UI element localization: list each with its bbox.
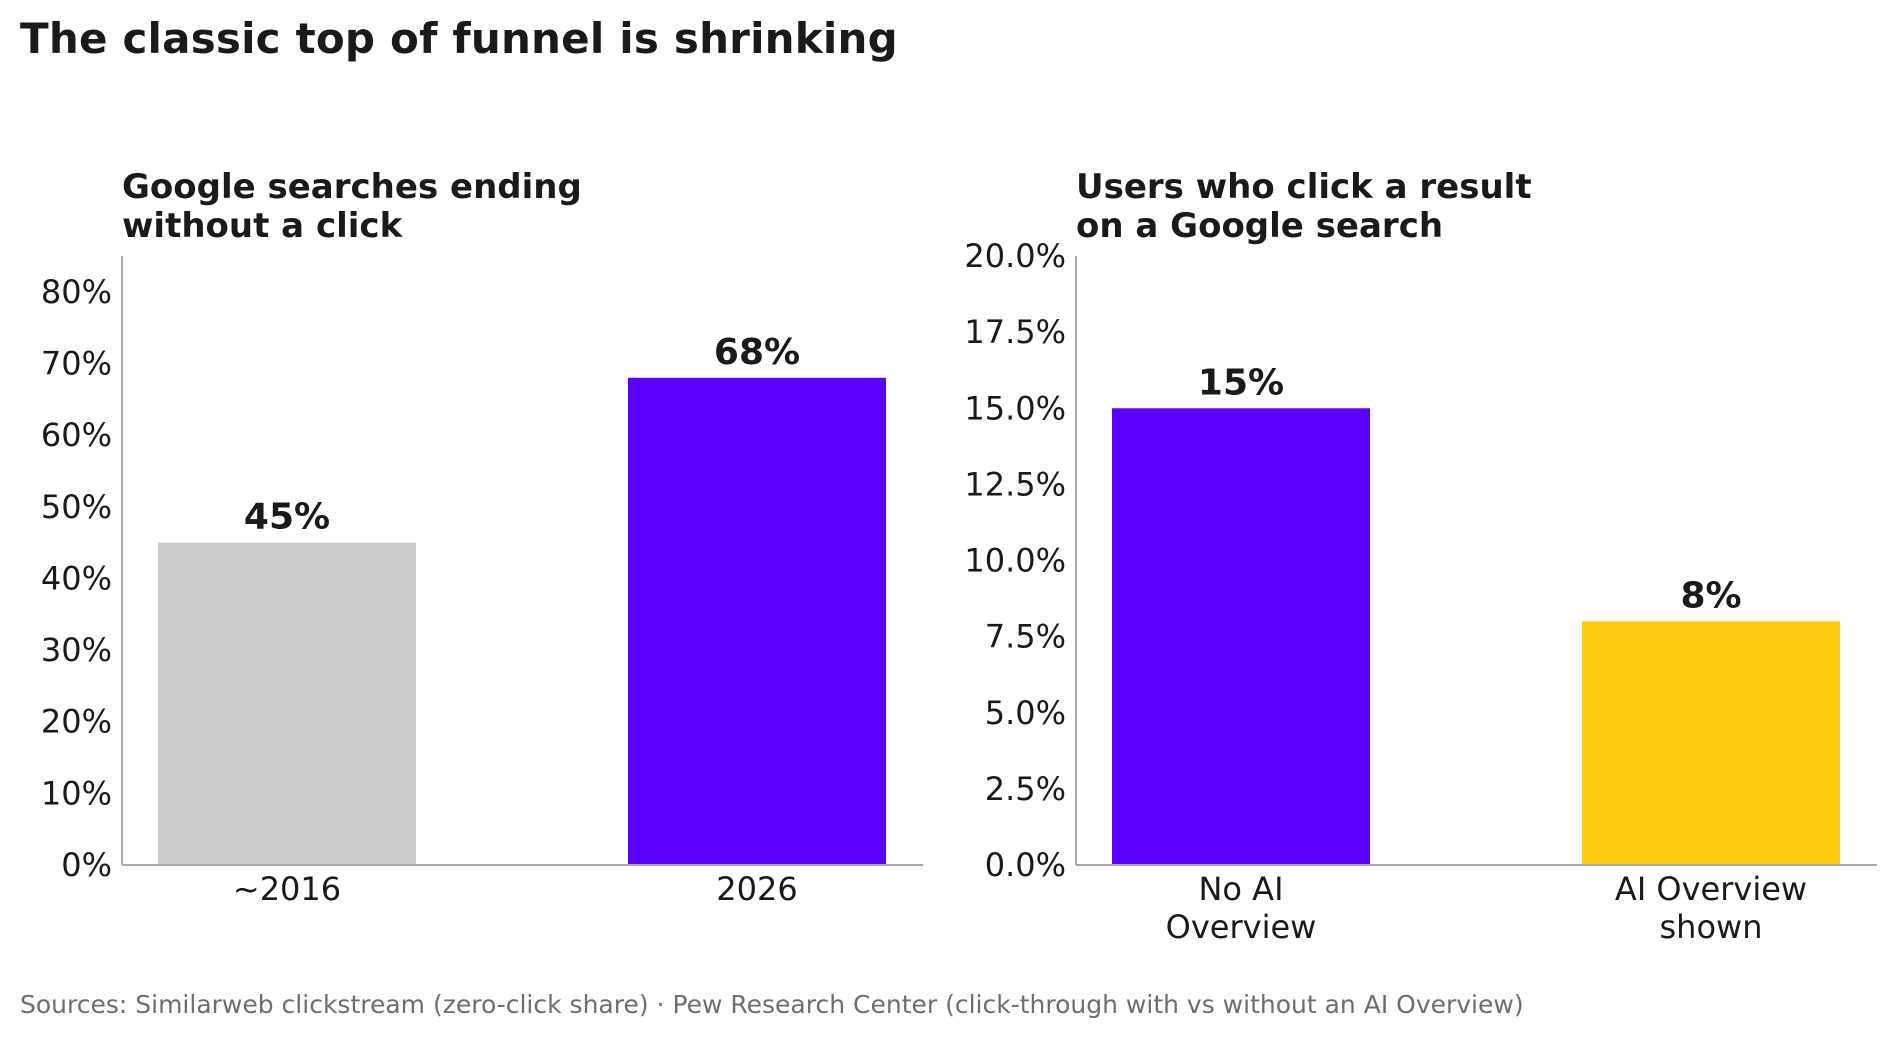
y-tick-label: 60%	[41, 416, 112, 454]
data-label: 8%	[1680, 575, 1741, 616]
chart-title-line: on a Google search	[1076, 206, 1443, 246]
y-tick-label: 17.5%	[964, 313, 1066, 351]
data-label: 68%	[714, 332, 800, 373]
y-tick-label: 2.5%	[985, 770, 1066, 808]
x-tick-label: No AI	[1198, 870, 1283, 908]
y-tick-label: 5.0%	[985, 694, 1066, 732]
data-label: 15%	[1198, 362, 1284, 403]
page-title: The classic top of funnel is shrinking	[20, 14, 898, 63]
y-tick-label: 10%	[41, 774, 112, 812]
x-tick-label: ~2016	[233, 870, 341, 908]
chart-title-line: Google searches ending	[122, 167, 582, 207]
bar	[1582, 621, 1840, 865]
y-tick-label: 20%	[41, 703, 112, 741]
y-tick-label: 80%	[41, 273, 112, 311]
x-tick-label: AI Overview	[1615, 870, 1807, 908]
data-label: 45%	[244, 497, 330, 538]
x-tick-label: 2026	[716, 870, 797, 908]
y-tick-label: 20.0%	[964, 237, 1066, 275]
y-tick-label: 50%	[41, 488, 112, 526]
bar	[1112, 408, 1370, 865]
x-tick-label: Overview	[1166, 908, 1317, 946]
y-tick-label: 70%	[41, 344, 112, 382]
bar	[628, 377, 886, 865]
chart-title-line: without a click	[122, 206, 404, 246]
y-tick-label: 0.0%	[985, 846, 1066, 884]
x-tick-label: shown	[1660, 908, 1763, 946]
chart-title-line: Users who click a result	[1076, 167, 1532, 207]
y-tick-label: 7.5%	[985, 618, 1066, 656]
y-tick-label: 15.0%	[964, 389, 1066, 427]
y-tick-label: 0%	[61, 846, 112, 884]
source-note: Sources: Similarweb clickstream (zero-cl…	[20, 990, 1524, 1019]
bar	[158, 542, 416, 865]
y-tick-label: 40%	[41, 559, 112, 597]
y-tick-label: 10.0%	[964, 542, 1066, 580]
y-tick-label: 30%	[41, 631, 112, 669]
y-tick-label: 12.5%	[964, 465, 1066, 503]
